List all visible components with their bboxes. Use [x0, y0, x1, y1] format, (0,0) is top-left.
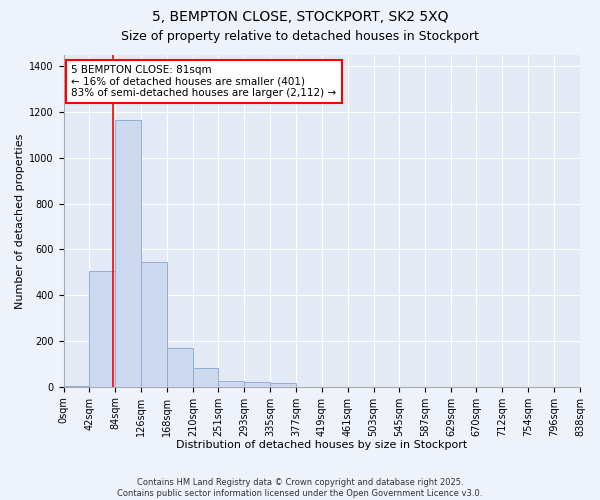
Text: Contains HM Land Registry data © Crown copyright and database right 2025.
Contai: Contains HM Land Registry data © Crown c… — [118, 478, 482, 498]
Bar — [89, 271, 115, 386]
Bar — [218, 381, 244, 386]
Bar — [115, 120, 141, 386]
Bar — [244, 382, 270, 386]
Text: Size of property relative to detached houses in Stockport: Size of property relative to detached ho… — [121, 30, 479, 43]
Y-axis label: Number of detached properties: Number of detached properties — [15, 133, 25, 308]
Text: 5 BEMPTON CLOSE: 81sqm
← 16% of detached houses are smaller (401)
83% of semi-de: 5 BEMPTON CLOSE: 81sqm ← 16% of detached… — [71, 65, 337, 98]
Bar — [193, 368, 218, 386]
Bar — [167, 348, 193, 387]
Text: 5, BEMPTON CLOSE, STOCKPORT, SK2 5XQ: 5, BEMPTON CLOSE, STOCKPORT, SK2 5XQ — [152, 10, 448, 24]
Bar — [270, 384, 296, 386]
X-axis label: Distribution of detached houses by size in Stockport: Distribution of detached houses by size … — [176, 440, 467, 450]
Bar — [141, 262, 167, 386]
